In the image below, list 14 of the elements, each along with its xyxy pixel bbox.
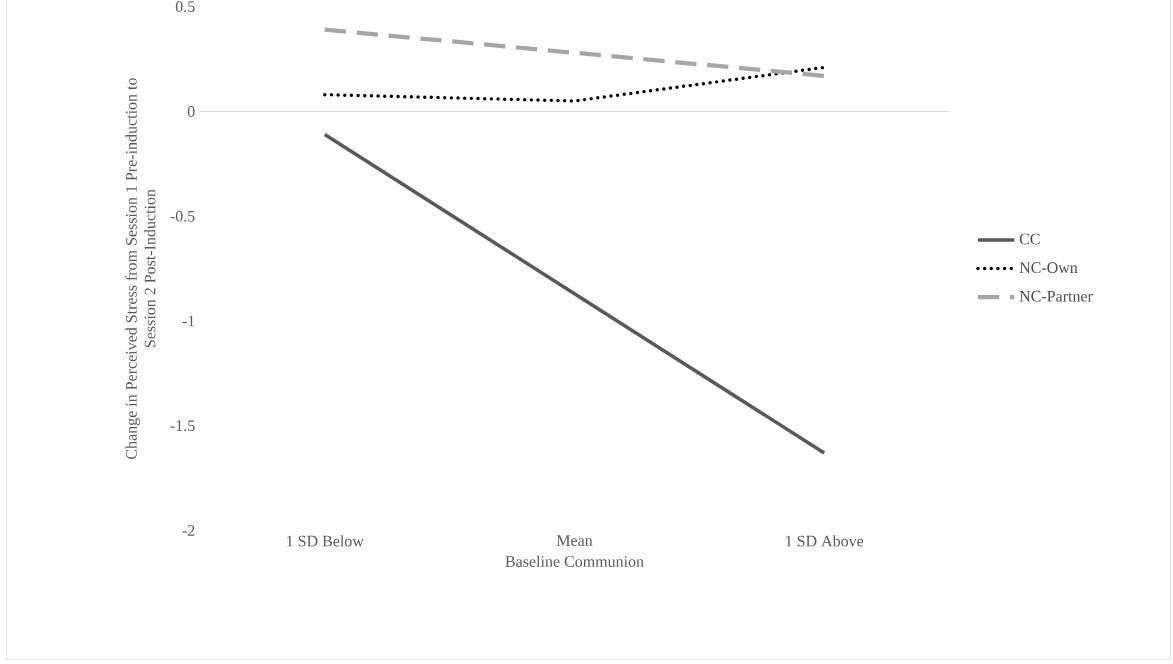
x-tick-label: 1 SD Below: [287, 535, 364, 547]
y-tick-label: -2: [182, 525, 195, 536]
y-axis-title: Change in Perceived Stress from Session 1 Pre-induction to Session 2 Post-Induction: [125, 78, 156, 460]
legend-label: CC: [1019, 233, 1040, 245]
x-axis-title: Baseline Communion: [505, 555, 644, 567]
legend-label: NC-Own: [1019, 262, 1078, 274]
y-tick-label: 0.5: [175, 1, 195, 13]
x-tick-label: Mean: [556, 535, 593, 546]
y-tick-label: -1.5: [170, 420, 195, 432]
legend-label: NC-Partner: [1019, 290, 1093, 302]
y-tick-label: -1: [182, 315, 195, 327]
x-tick-label: 1 SD Above: [786, 535, 864, 547]
y-tick-label: 0: [187, 106, 195, 117]
y-tick-label: -0.5: [170, 210, 195, 222]
